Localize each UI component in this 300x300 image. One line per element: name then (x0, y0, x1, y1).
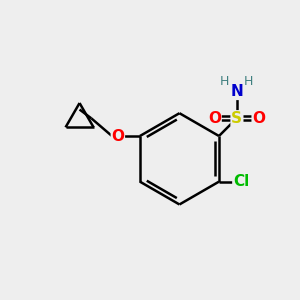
Text: H: H (244, 75, 253, 88)
Text: O: O (252, 111, 265, 126)
Text: Cl: Cl (233, 174, 249, 189)
Text: O: O (208, 111, 221, 126)
Text: N: N (230, 84, 243, 99)
Text: H: H (220, 75, 230, 88)
Text: O: O (111, 128, 124, 143)
Text: S: S (231, 111, 242, 126)
